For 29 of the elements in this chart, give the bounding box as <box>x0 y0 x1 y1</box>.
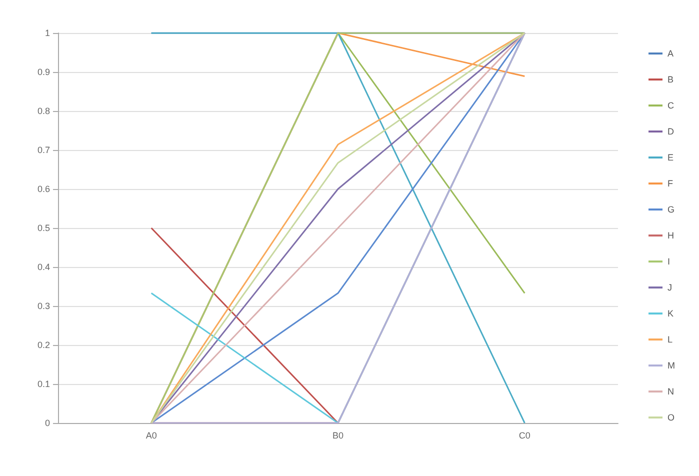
y-tick-label: 0.3 <box>37 301 50 311</box>
legend-label: M <box>668 360 676 370</box>
x-tick-label: A0 <box>146 430 157 440</box>
legend-label: D <box>668 126 675 136</box>
legend-label: O <box>668 412 675 422</box>
legend-label: E <box>668 152 674 162</box>
legend-label: I <box>668 256 670 266</box>
y-tick-label: 0.1 <box>37 379 50 389</box>
x-tick-label: C0 <box>518 430 530 440</box>
legend-label: L <box>668 334 673 344</box>
y-tick-label: 0.2 <box>37 340 50 350</box>
legend-label: N <box>668 386 674 396</box>
legend-label: A <box>668 48 674 58</box>
y-tick-label: 0.6 <box>37 184 50 194</box>
y-tick-label: 0.4 <box>37 262 50 272</box>
legend-label: J <box>668 282 672 292</box>
y-tick-label: 0.5 <box>37 223 50 233</box>
legend-label: B <box>668 74 674 84</box>
legend-label: K <box>668 308 674 318</box>
y-tick-label: 0.8 <box>37 106 50 116</box>
legend-label: C <box>668 100 675 110</box>
legend-label: F <box>668 178 674 188</box>
x-tick-label: B0 <box>332 430 344 440</box>
y-tick-label: 0.7 <box>37 145 50 155</box>
y-tick-label: 1 <box>44 28 50 38</box>
legend-label: G <box>668 204 675 214</box>
y-tick-label: 0.9 <box>37 67 50 77</box>
legend-label: H <box>668 230 674 240</box>
y-tick-label: 0 <box>44 418 50 428</box>
